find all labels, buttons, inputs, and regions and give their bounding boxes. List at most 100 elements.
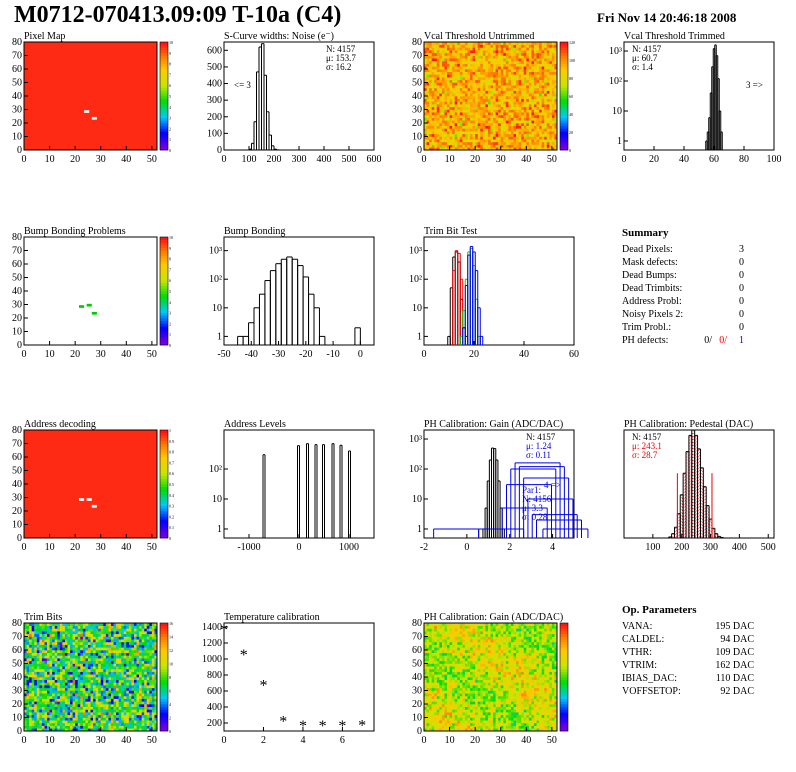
chart-2-bin bbox=[444, 141, 448, 145]
chart-12-bin bbox=[113, 658, 117, 662]
chart-12-bin bbox=[62, 714, 66, 718]
chart-12-bin bbox=[49, 641, 53, 645]
chart-2-bin bbox=[523, 147, 527, 151]
chart-9-ytick-label: 10 bbox=[212, 494, 222, 505]
chart-2-bin bbox=[439, 93, 443, 97]
chart-2-bin bbox=[526, 87, 530, 91]
chart-2-bin bbox=[454, 136, 458, 140]
chart-2-bin bbox=[510, 109, 514, 113]
chart-2-bin bbox=[526, 63, 530, 67]
chart-12-bin bbox=[85, 720, 89, 724]
chart-2-bin bbox=[467, 114, 471, 118]
chart-4-palette-step bbox=[160, 288, 168, 292]
chart-12-bin bbox=[67, 677, 71, 680]
chart-12-bin bbox=[29, 698, 32, 702]
chart-2-bin bbox=[444, 101, 448, 105]
chart-2-bin bbox=[505, 66, 509, 70]
chart-2-bin bbox=[500, 50, 504, 54]
chart-12-bin bbox=[126, 655, 130, 659]
chart-12-bin bbox=[85, 687, 89, 691]
chart-2-bin bbox=[467, 123, 471, 126]
chart-2-bin bbox=[518, 101, 522, 105]
chart-2-bin bbox=[441, 85, 445, 89]
chart-12-bin bbox=[103, 714, 107, 718]
chart-12-bin bbox=[24, 720, 27, 724]
chart-12-bin bbox=[128, 728, 132, 732]
chart-2-bin bbox=[434, 141, 438, 145]
chart-2-bin bbox=[490, 87, 494, 91]
chart-12-bin bbox=[49, 666, 53, 670]
chart-12-bin bbox=[105, 655, 109, 659]
chart-2-bin bbox=[449, 55, 453, 59]
chart-12-bin bbox=[67, 647, 71, 651]
chart-12-bin bbox=[144, 655, 148, 659]
chart-12-bin bbox=[49, 685, 53, 689]
chart-2-bin bbox=[487, 60, 491, 64]
chart-12-bin bbox=[103, 687, 107, 691]
chart-2-bin bbox=[477, 120, 481, 124]
chart-2-bin bbox=[452, 55, 455, 59]
chart-12-bin bbox=[57, 720, 61, 724]
chart-2-bin bbox=[533, 47, 537, 51]
chart-6-ytick-label: 1 bbox=[417, 331, 422, 342]
chart-2-bin bbox=[549, 147, 553, 151]
chart-12-bin bbox=[133, 671, 137, 675]
chart-12-bin bbox=[141, 628, 145, 632]
chart-2-bin bbox=[462, 66, 466, 70]
chart-12-bin bbox=[144, 628, 148, 632]
chart-2-bin bbox=[457, 77, 461, 81]
chart-2-bin bbox=[449, 77, 453, 81]
chart-12-bin bbox=[105, 712, 109, 716]
chart-2-bin bbox=[544, 47, 548, 51]
chart-12-bin bbox=[49, 704, 53, 707]
chart-12-bin bbox=[126, 717, 130, 721]
chart-2-bin bbox=[429, 109, 432, 113]
chart-2-bin bbox=[505, 79, 509, 83]
chart-2-bin bbox=[526, 42, 530, 45]
chart-12-bin bbox=[141, 728, 145, 732]
chart-12-bin bbox=[144, 650, 148, 653]
chart-2-bin bbox=[521, 133, 525, 137]
chart-12-bin bbox=[103, 685, 107, 689]
chart-12-bin bbox=[44, 706, 48, 710]
chart-12-bin bbox=[144, 682, 148, 686]
chart-12-bin bbox=[41, 668, 45, 672]
chart-5-title: Bump Bonding bbox=[224, 226, 285, 237]
chart-2-bin bbox=[528, 147, 532, 151]
chart-12-bin bbox=[100, 641, 104, 645]
chart-12-bin bbox=[41, 674, 45, 678]
chart-12-bin bbox=[75, 682, 79, 686]
chart-12-bin bbox=[123, 660, 127, 664]
chart-12-bin bbox=[31, 644, 35, 648]
chart-12-bin bbox=[75, 633, 79, 637]
chart-12-bin bbox=[44, 652, 48, 656]
chart-2-bin bbox=[485, 60, 489, 64]
chart-12-bin bbox=[95, 728, 99, 732]
chart-2-bin bbox=[503, 114, 507, 118]
chart-2-bin bbox=[531, 112, 535, 116]
chart-12-bin bbox=[77, 706, 81, 710]
chart-2-bin bbox=[464, 104, 468, 108]
chart-2-bin bbox=[554, 42, 558, 45]
chart-2-bin bbox=[464, 106, 468, 110]
chart-2-bin bbox=[518, 77, 522, 81]
chart-2-bin bbox=[464, 101, 468, 105]
chart-12-bin bbox=[136, 671, 140, 675]
chart-12-bin bbox=[87, 698, 91, 702]
chart-2-bin bbox=[475, 131, 479, 135]
chart-0-palette-step bbox=[160, 90, 168, 94]
chart-12-bin bbox=[136, 650, 140, 653]
chart-12-bin bbox=[62, 693, 66, 697]
chart-4-ytick-label: 50 bbox=[12, 273, 22, 284]
chart-2-bin bbox=[495, 90, 499, 94]
chart-12-bin bbox=[133, 639, 137, 643]
chart-12-bin bbox=[149, 633, 153, 637]
chart-2-bin bbox=[467, 109, 471, 113]
chart-2-bin bbox=[551, 136, 555, 140]
chart-12-bin bbox=[82, 725, 86, 729]
chart-2-bin bbox=[551, 128, 555, 132]
chart-12-bin bbox=[75, 722, 79, 726]
chart-12-bin bbox=[149, 685, 153, 689]
chart-2-bin bbox=[439, 82, 443, 86]
chart-12-bin bbox=[118, 728, 122, 732]
